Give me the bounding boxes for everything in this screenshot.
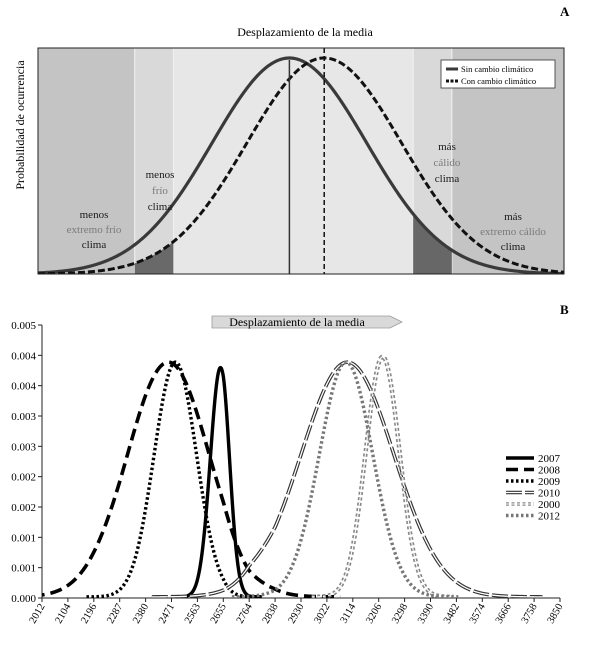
region-warm-line3: clima xyxy=(435,173,460,185)
x-tick-label: 2287 xyxy=(105,602,125,626)
x-tick-label: 3022 xyxy=(312,602,332,626)
x-tick-label: 3758 xyxy=(520,602,540,626)
legend-label-2012: 2012 xyxy=(538,511,560,523)
region-extreme-cold-line3: clima xyxy=(82,239,107,251)
y-tick-label: 0.003 xyxy=(11,411,36,423)
shaded-warm-tail xyxy=(413,213,452,274)
panel-a-y-axis-label: Probabilidad de ocurrencia xyxy=(13,60,27,190)
x-tick-label: 3574 xyxy=(468,601,488,625)
region-cold-label: menos frío clima xyxy=(146,169,175,213)
series-path-2009 xyxy=(85,360,263,598)
x-tick-label: 2930 xyxy=(287,602,307,626)
y-tick-label: 0.001 xyxy=(11,563,36,575)
region-extreme-warm-line3: clima xyxy=(501,241,526,253)
series-path-2010 xyxy=(151,360,543,598)
series-path-2012 xyxy=(231,360,459,598)
legend-item-2009: 2009 xyxy=(506,476,561,488)
y-tick-label: 0.003 xyxy=(11,441,36,453)
y-tick-label: 0.004 xyxy=(11,381,36,393)
region-warm-line2: cálido xyxy=(434,157,461,169)
legend-label-2000: 2000 xyxy=(538,499,561,511)
band-extreme-cold xyxy=(38,48,135,274)
series-line-2012 xyxy=(231,360,459,598)
y-tick-label: 0.001 xyxy=(11,532,36,544)
x-tick-label: 3114 xyxy=(339,601,359,625)
y-tick-label: 0.002 xyxy=(11,502,36,514)
legend-label-2009: 2009 xyxy=(538,476,561,488)
x-tick-label: 2471 xyxy=(157,602,177,626)
series-line-2009 xyxy=(85,360,263,598)
legend-item-2008: 2008 xyxy=(506,465,561,477)
x-tick-label: 3390 xyxy=(416,602,436,626)
x-tick-label: 2764 xyxy=(235,601,255,625)
panel-b: B Desplazamiento de la media 0.0000.0010… xyxy=(11,302,569,626)
x-tick-label: 3482 xyxy=(442,602,462,626)
panel-b-letter: B xyxy=(560,302,569,317)
y-tick-label: 0.000 xyxy=(11,593,36,605)
region-extreme-cold-line1: menos xyxy=(80,209,109,221)
series-line-2000 xyxy=(310,354,456,598)
series-path-2010-inner xyxy=(151,361,543,598)
region-extreme-cold-line2: extremo frío xyxy=(67,224,122,236)
series-line-2008 xyxy=(42,360,341,598)
curve-sin-cambio xyxy=(38,56,564,274)
series-line-2010 xyxy=(151,360,543,598)
x-tick-label: 2012 xyxy=(28,602,48,626)
x-tick-label: 2196 xyxy=(79,602,99,626)
shaded-cold-tail xyxy=(134,241,174,274)
x-tick-label: 3666 xyxy=(494,602,514,626)
panel-b-title: Desplazamiento de la media xyxy=(229,315,365,329)
panel-a-legend: Sin cambio climático Con cambio climátic… xyxy=(440,59,556,89)
x-tick-label: 2380 xyxy=(131,602,151,626)
panel-a-letter: A xyxy=(560,4,570,19)
series-path-2008 xyxy=(42,360,341,598)
region-cold-line1: menos xyxy=(146,169,175,181)
legend-label-2008: 2008 xyxy=(538,465,561,477)
x-tick-label: 3850 xyxy=(546,602,566,626)
region-warm-label: más cálido clima xyxy=(434,141,461,185)
region-extreme-warm-label: más extremo cálido clima xyxy=(480,211,546,253)
panel-b-arrow: Desplazamiento de la media xyxy=(211,315,403,329)
series-line-2007 xyxy=(176,365,262,598)
x-tick-label: 3206 xyxy=(364,602,384,626)
region-extreme-cold-label: menos extremo frío clima xyxy=(67,209,122,251)
panel-a-title: Desplazamiento de la media xyxy=(237,25,373,39)
panel-b-axes: 0.000 0.001 0.001 0.002 0.002 0.003 0.003 0.004… xyxy=(11,320,565,626)
region-extreme-warm-line2: extremo cálido xyxy=(480,226,546,238)
legend-item-2010: 2010 xyxy=(506,488,561,500)
band-normal xyxy=(173,48,414,274)
legend-label-2010: 2010 xyxy=(538,488,561,500)
x-tick-label: 2838 xyxy=(261,602,281,626)
panel-a-shaded-tails xyxy=(134,213,452,274)
y-tick-label: 0.005 xyxy=(11,320,36,332)
legend-item-2012: 2012 xyxy=(506,511,560,523)
region-warm-line1: más xyxy=(438,141,456,153)
x-tick-label: 3298 xyxy=(390,602,410,626)
region-cold-line2: frío xyxy=(152,185,168,197)
legend-item-2000: 2000 xyxy=(506,499,561,511)
shift-arrow xyxy=(211,315,403,329)
legend-item-2007: 2007 xyxy=(506,453,561,465)
panel-a-curves xyxy=(38,48,564,274)
band-cold xyxy=(134,48,174,274)
y-tick-label: 0.002 xyxy=(11,472,36,484)
region-extreme-warm-line1: más xyxy=(504,211,522,223)
legend-label-sin-cambio: Sin cambio climático xyxy=(461,64,533,74)
panel-b-curves xyxy=(42,354,543,598)
y-tick-label: 0.004 xyxy=(11,350,36,362)
series-path-2007 xyxy=(176,365,262,598)
panel-a-frame xyxy=(37,47,565,275)
x-tick-label: 2563 xyxy=(183,602,203,626)
x-tick-label: 2104 xyxy=(53,601,73,625)
x-tick-label: 2655 xyxy=(209,602,229,626)
region-cold-line3: clima xyxy=(148,201,173,213)
panel-a: A Desplazamiento de la media Probabilida… xyxy=(13,4,570,275)
legend-label-con-cambio: Con cambio climático xyxy=(461,76,536,86)
panel-a-legend-box xyxy=(440,59,556,89)
series-path-2000-inner xyxy=(311,356,454,598)
legend-label-2007: 2007 xyxy=(538,453,561,465)
